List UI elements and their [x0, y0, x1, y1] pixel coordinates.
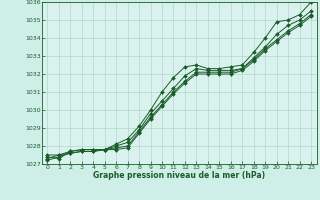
X-axis label: Graphe pression niveau de la mer (hPa): Graphe pression niveau de la mer (hPa) — [93, 171, 265, 180]
